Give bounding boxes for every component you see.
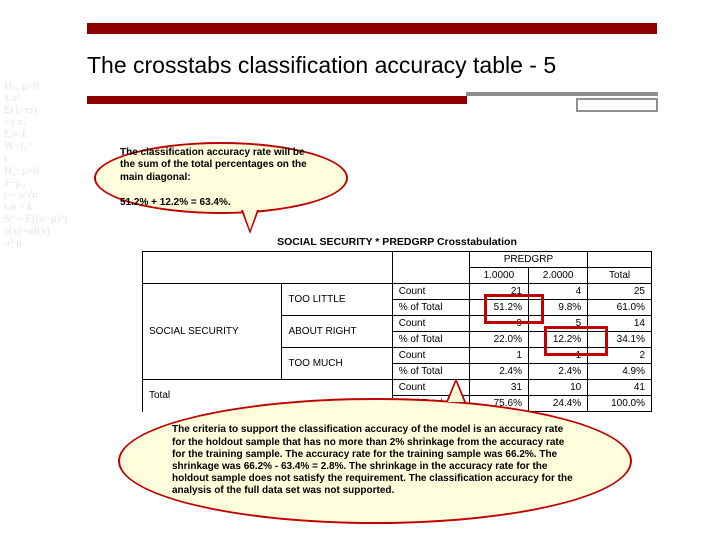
crosstab-col-1: 1.0000	[469, 268, 528, 284]
callout-bottom-text: The criteria to support the classificati…	[172, 424, 578, 497]
crosstab-row-group: SOCIAL SECURITY	[143, 284, 282, 380]
callout-top-tail-fill	[243, 210, 257, 230]
cell: 1	[469, 348, 528, 364]
callout-top-text: The classification accuracy rate will be…	[120, 147, 322, 210]
page-title: The crosstabs classification accuracy ta…	[87, 52, 657, 79]
crosstab-col-group: PREDGRP	[469, 252, 587, 268]
cell: 4.9%	[588, 364, 652, 380]
cell: 100.0%	[588, 396, 652, 412]
crosstab-col-total: Total	[588, 268, 652, 284]
crosstab-col-2: 2.0000	[528, 268, 587, 284]
crosstab-title: SOCIAL SECURITY * PREDGRP Crosstabulatio…	[142, 236, 652, 248]
cell: 24.4%	[528, 396, 587, 412]
cell: 2.4%	[528, 364, 587, 380]
subheader-bar-gray	[466, 92, 658, 96]
callout-top: The classification accuracy rate will be…	[94, 142, 348, 214]
highlight-box-2	[544, 326, 608, 356]
callout-bottom-tail-fill	[448, 382, 464, 402]
cell: 2.4%	[469, 364, 528, 380]
stat-pct-0: % of Total	[392, 300, 469, 316]
math-background-decor: H₁: μ<0 x̄ s² Σ(1−ϖ) −γ z₃ Σᵢwᵢfᵢ W=∫₀ᵗ …	[4, 80, 96, 490]
cell: 25	[588, 284, 652, 300]
row-label-2: TOO MUCH	[282, 348, 392, 380]
subheader-box	[576, 98, 658, 112]
callout-bottom: The criteria to support the classificati…	[118, 398, 632, 524]
stat-count-2: Count	[392, 348, 469, 364]
header-bar	[87, 23, 657, 34]
row-label-0: TOO LITTLE	[282, 284, 392, 316]
stat-pct-1: % of Total	[392, 332, 469, 348]
cell: 61.0%	[588, 300, 652, 316]
callout-top-line2: 51.2% + 12.2% = 63.4%.	[120, 197, 231, 208]
stat-count-1: Count	[392, 316, 469, 332]
callout-top-line1: The classification accuracy rate will be…	[120, 147, 307, 183]
subheader-bar-red	[87, 96, 467, 104]
highlight-box-1	[484, 294, 544, 324]
row-label-1: ABOUT RIGHT	[282, 316, 392, 348]
stat-count-0: Count	[392, 284, 469, 300]
cell: 41	[588, 380, 652, 396]
crosstab-table-wrap: SOCIAL SECURITY * PREDGRP Crosstabulatio…	[142, 236, 652, 412]
cell: 31	[469, 380, 528, 396]
cell: 22.0%	[469, 332, 528, 348]
cell: 10	[528, 380, 587, 396]
